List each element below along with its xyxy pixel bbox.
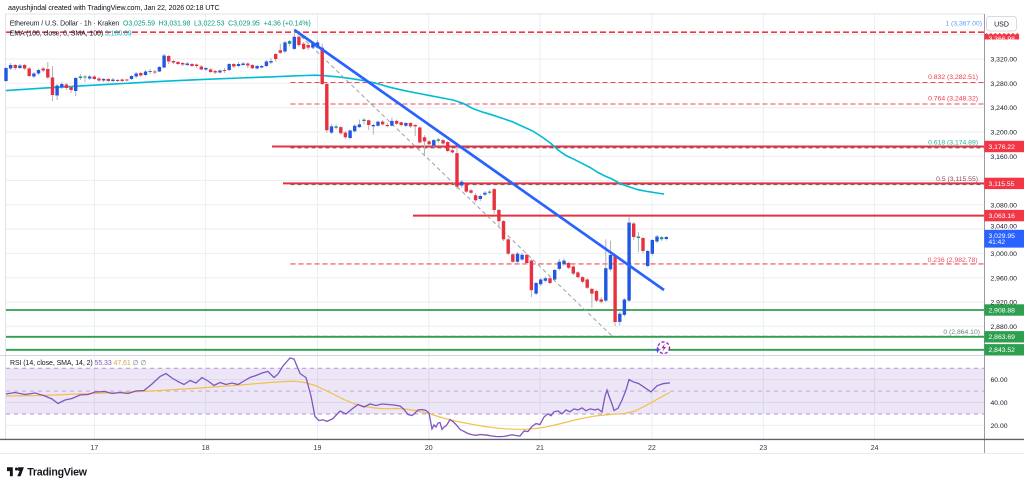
svg-text:24: 24 [871, 445, 879, 452]
svg-text:20.00: 20.00 [991, 423, 1008, 430]
svg-text:17: 17 [91, 445, 99, 452]
svg-text:3,320.00: 3,320.00 [991, 57, 1018, 64]
svg-text:3,160.00: 3,160.00 [991, 154, 1018, 161]
svg-text:2,863.69: 2,863.69 [989, 334, 1016, 341]
svg-text:Ethereum / U.S. Dollar · 1h ·: Ethereum / U.S. Dollar · 1h · Kraken O3,… [10, 21, 311, 28]
svg-text:20: 20 [425, 445, 433, 452]
svg-text:USD: USD [994, 21, 1009, 28]
svg-text:41:42: 41:42 [989, 239, 1006, 246]
svg-text:3,366.98: 3,366.98 [989, 36, 1016, 43]
svg-text:3,080.00: 3,080.00 [991, 202, 1018, 209]
svg-text:3,200.00: 3,200.00 [991, 130, 1018, 137]
svg-text:21: 21 [536, 445, 544, 452]
svg-text:2,880.00: 2,880.00 [991, 324, 1018, 331]
svg-text:2,908.88: 2,908.88 [989, 307, 1016, 314]
svg-text:18: 18 [202, 445, 210, 452]
svg-text:3,280.00: 3,280.00 [991, 81, 1018, 88]
svg-text:40.00: 40.00 [991, 400, 1008, 407]
svg-text:23: 23 [759, 445, 767, 452]
svg-text:3,063.16: 3,063.16 [989, 213, 1016, 220]
svg-text:3,040.00: 3,040.00 [991, 224, 1018, 231]
svg-text:0.236 (2,982.78): 0.236 (2,982.78) [928, 257, 978, 264]
svg-text:3,176.22: 3,176.22 [989, 144, 1016, 151]
svg-text:3,115.55: 3,115.55 [989, 181, 1015, 188]
svg-text:3,240.00: 3,240.00 [991, 105, 1018, 112]
svg-text:aayushjindal created with Trad: aayushjindal created with TradingView.co… [8, 4, 220, 12]
svg-text:RSI (14, close, SMA, 14, 2) 55: RSI (14, close, SMA, 14, 2) 55.33 47.61 … [10, 360, 146, 367]
svg-text:60.00: 60.00 [991, 377, 1008, 384]
svg-text:0.618 (3,174.89): 0.618 (3,174.89) [928, 139, 978, 146]
svg-text:2,843.52: 2,843.52 [989, 347, 1016, 354]
svg-text:EMA (100, close, 0, SMA, 100): EMA (100, close, 0, SMA, 100) 3,100.09 [10, 31, 132, 38]
svg-text:19: 19 [314, 445, 322, 452]
svg-text:22: 22 [648, 445, 656, 452]
svg-text:1 (3,367.00): 1 (3,367.00) [945, 21, 982, 28]
svg-text:0.764 (3,248.32): 0.764 (3,248.32) [928, 96, 978, 103]
svg-text:3,000.00: 3,000.00 [991, 251, 1018, 258]
svg-text:0.832 (3,282.51): 0.832 (3,282.51) [928, 74, 978, 81]
svg-text:2,960.00: 2,960.00 [991, 275, 1018, 282]
svg-text:0 (2,864.10): 0 (2,864.10) [943, 329, 980, 336]
svg-text:0.5 (3,115.55): 0.5 (3,115.55) [936, 176, 978, 183]
svg-text:TradingView: TradingView [27, 467, 87, 479]
svg-text:2,920.00: 2,920.00 [991, 300, 1018, 307]
svg-text:3,029.95: 3,029.95 [989, 233, 1016, 240]
